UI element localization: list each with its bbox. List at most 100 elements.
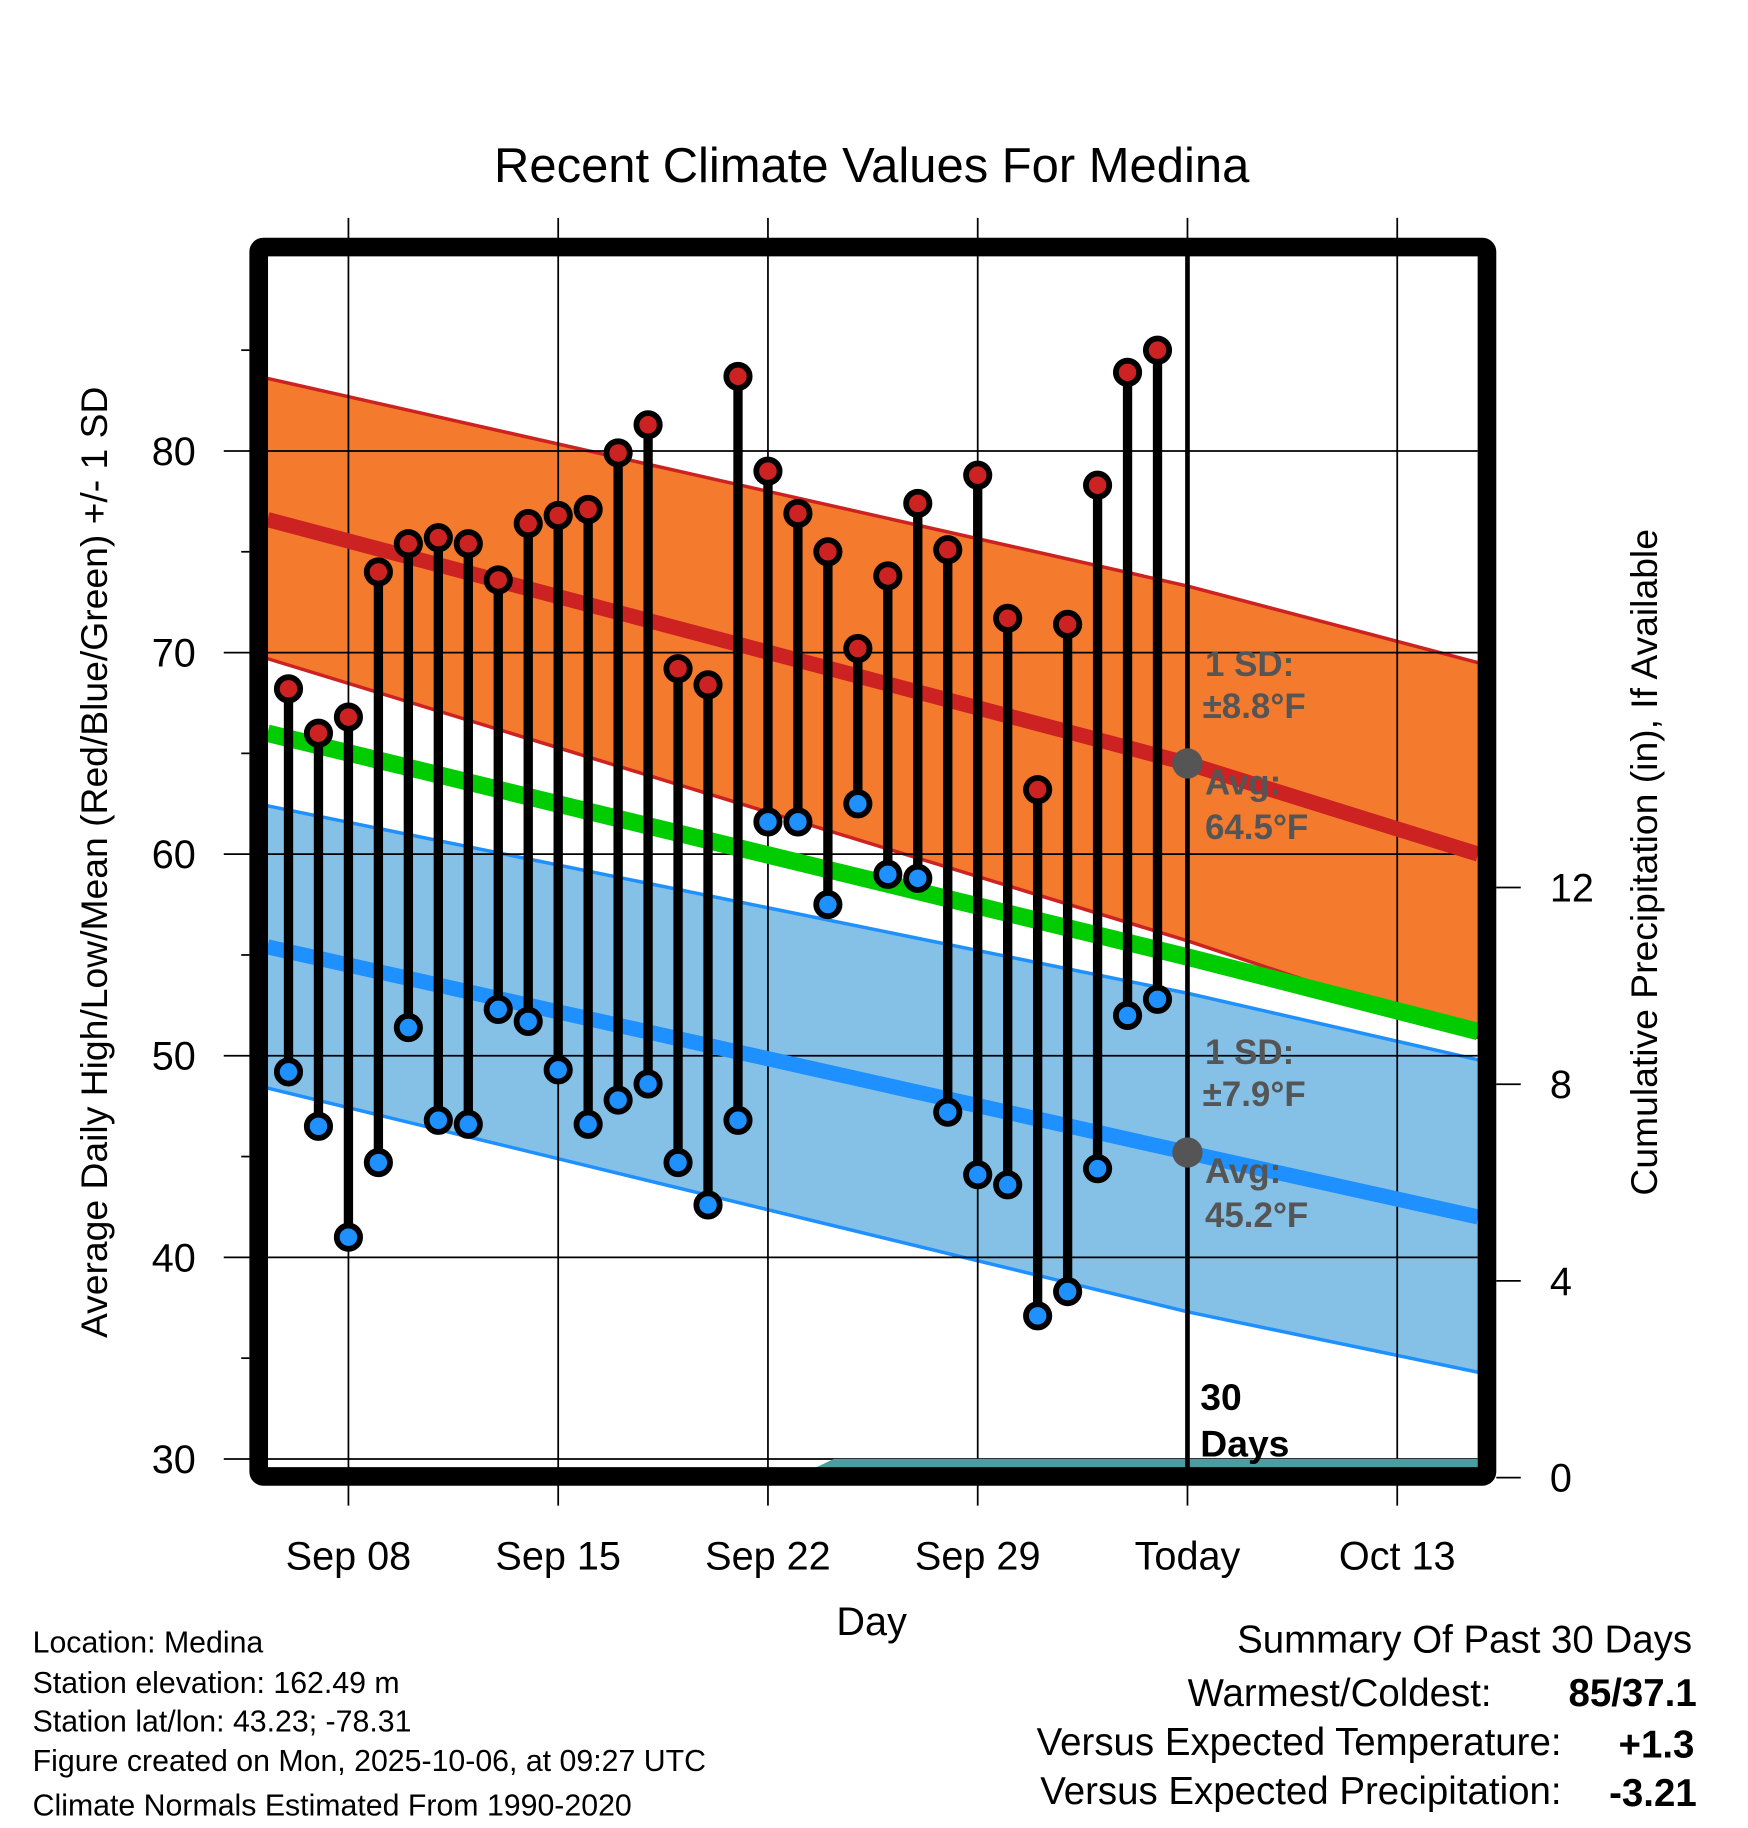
high-point-Sep 30 — [993, 603, 1023, 633]
chart-title: Recent Climate Values For Medina — [494, 139, 1250, 193]
low-point-Sep 18 — [633, 1069, 663, 1099]
high-point-Sep 19 — [663, 654, 693, 684]
x-tick-label-1: Sep 15 — [495, 1535, 621, 1579]
low-point-Sep 15 — [543, 1055, 573, 1085]
daily-points — [273, 335, 1173, 1331]
high-point-Sep 12 — [453, 529, 483, 559]
high-point-Sep 16 — [573, 494, 603, 524]
low-point-Oct 05 — [1142, 984, 1173, 1014]
high-point-Sep 20 — [693, 670, 723, 700]
low-point-Oct 01 — [1023, 1301, 1053, 1331]
y2-tick-label-0: 0 — [1550, 1457, 1572, 1501]
window-num: 30 — [1200, 1376, 1241, 1418]
low-point-Sep 24 — [813, 889, 843, 920]
high-point-Sep 26 — [873, 561, 903, 591]
plot-frame — [249, 237, 1497, 1486]
low-point-Sep 21 — [723, 1105, 753, 1135]
high-sd-label: 1 SD: — [1205, 645, 1294, 684]
high-avg-value: 64.5°F — [1205, 808, 1308, 847]
info-created: Figure created on Mon, 2025-10-06, at 09… — [33, 1745, 706, 1778]
high-point-Sep 21 — [723, 361, 753, 391]
high-point-Sep 09 — [363, 557, 393, 587]
low-point-Sep 11 — [423, 1105, 453, 1135]
info-latlon: Station lat/lon: 43.23; -78.31 — [33, 1706, 412, 1739]
summary-precip-value: -3.21 — [1609, 1772, 1697, 1815]
y-axis-label: Average Daily High/Low/Mean (Red/Blue/Gr… — [73, 387, 115, 1338]
high-sd-value: ±8.8°F — [1203, 687, 1306, 726]
y-tick-label-50: 50 — [152, 1035, 196, 1079]
x-axis-label: Day — [836, 1600, 907, 1644]
low-point-Sep 23 — [783, 807, 813, 837]
high-point-Sep 06 — [273, 674, 304, 704]
low-point-Sep 26 — [873, 859, 903, 889]
high-point-Oct 05 — [1142, 335, 1173, 365]
low-point-Sep 09 — [363, 1148, 393, 1178]
high-point-Sep 17 — [603, 438, 633, 468]
high-point-Sep 25 — [843, 633, 873, 664]
low-sd-value: ±7.9°F — [1203, 1075, 1306, 1114]
low-point-Sep 22 — [753, 807, 783, 837]
low-point-Sep 16 — [573, 1109, 603, 1139]
high-point-Oct 01 — [1023, 775, 1053, 805]
y-tick-label-30: 30 — [152, 1438, 196, 1482]
high-point-Sep 29 — [963, 460, 993, 490]
low-point-Sep 14 — [513, 1006, 543, 1037]
y2-tick-label-8: 8 — [1550, 1063, 1572, 1107]
high-point-Sep 14 — [513, 508, 543, 539]
low-avg-marker — [1172, 1137, 1203, 1168]
low-avg-value: 45.2°F — [1205, 1196, 1308, 1235]
high-avg-marker — [1172, 748, 1203, 779]
low-point-Oct 03 — [1083, 1154, 1113, 1184]
window-unit: Days — [1200, 1423, 1289, 1465]
info-location: Location: Medina — [33, 1626, 264, 1659]
high-point-Sep 11 — [423, 523, 453, 553]
high-point-Sep 23 — [783, 498, 813, 529]
low-avg-label: Avg: — [1205, 1152, 1281, 1191]
y2-tick-label-4: 4 — [1550, 1260, 1572, 1304]
y2-axis-label: Cumulative Precipitation (in), If Availa… — [1623, 529, 1665, 1196]
x-tick-label-5: Oct 13 — [1339, 1535, 1456, 1579]
high-avg-label: Avg: — [1205, 764, 1281, 803]
summary-temp-label: Versus Expected Temperature: — [1037, 1721, 1562, 1764]
low-point-Sep 30 — [993, 1170, 1023, 1200]
summary-warm-cold-label: Warmest/Coldest: — [1188, 1672, 1492, 1715]
low-point-Sep 19 — [663, 1148, 693, 1178]
high-point-Sep 07 — [303, 718, 334, 748]
summary-title: Summary Of Past 30 Days — [1237, 1618, 1692, 1661]
low-point-Sep 27 — [903, 863, 933, 893]
low-point-Sep 10 — [393, 1012, 423, 1043]
high-point-Sep 08 — [333, 702, 364, 732]
low-point-Sep 07 — [303, 1111, 334, 1141]
x-tick-label-4: Today — [1135, 1535, 1241, 1579]
y-tick-label-70: 70 — [152, 632, 196, 676]
high-point-Sep 22 — [753, 456, 783, 486]
high-point-Oct 04 — [1112, 357, 1143, 387]
low-point-Sep 20 — [693, 1190, 723, 1220]
y2-tick-label-12: 12 — [1550, 866, 1594, 910]
high-point-Sep 18 — [633, 410, 663, 440]
y-tick-label-40: 40 — [152, 1236, 196, 1280]
high-point-Sep 15 — [543, 500, 573, 531]
low-point-Oct 04 — [1112, 1000, 1143, 1031]
info-elevation: Station elevation: 162.49 m — [33, 1667, 400, 1700]
high-point-Sep 27 — [903, 488, 933, 518]
info-block: Location: Medina Station elevation: 162.… — [33, 1626, 706, 1822]
low-point-Sep 29 — [963, 1160, 993, 1190]
annotations: 1 SD: ±8.8°F Avg: 64.5°F 1 SD: ±7.9°F Av… — [1200, 645, 1308, 1465]
low-point-Sep 25 — [843, 789, 873, 819]
low-point-Sep 12 — [453, 1109, 483, 1139]
low-point-Sep 06 — [273, 1057, 304, 1087]
summary-warm-cold-value: 85/37.1 — [1568, 1672, 1696, 1715]
high-point-Sep 24 — [813, 537, 843, 567]
y-tick-label-60: 60 — [152, 833, 196, 877]
high-point-Sep 13 — [483, 565, 513, 595]
low-point-Sep 08 — [333, 1222, 364, 1252]
axes: 30 40 50 60 70 80 0 4 8 12 Sep 08 Sep 15 Sep 22 Sep 2… — [152, 237, 1594, 1579]
high-sd-band — [267, 378, 1479, 1038]
x-tick-label-0: Sep 08 — [286, 1535, 412, 1579]
high-point-Sep 28 — [933, 535, 963, 565]
high-point-Sep 10 — [393, 529, 423, 559]
low-point-Sep 13 — [483, 994, 513, 1024]
x-tick-label-3: Sep 29 — [915, 1535, 1041, 1579]
